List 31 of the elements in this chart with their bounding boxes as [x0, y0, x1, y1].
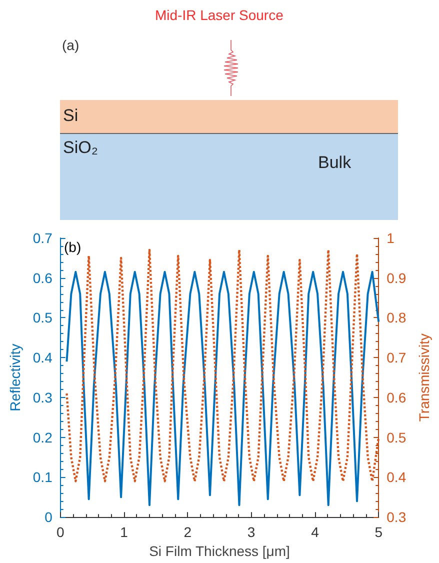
y2-tick-label: 0.3: [386, 509, 406, 526]
y-tick-label: 0.4: [32, 350, 53, 366]
text: Si: [63, 106, 78, 126]
x-tick-label: 5: [374, 524, 383, 540]
y2-tick-label: 0.4: [386, 469, 406, 486]
text: Bulk: [318, 153, 352, 173]
text: (a): [62, 37, 80, 53]
y-tick-label: 0.5: [32, 310, 53, 326]
text: SiO₂: [63, 138, 98, 158]
x-axis-title: Si Film Thickness [μm]: [149, 543, 290, 559]
y2-axis-title: Transmissivity: [416, 333, 432, 422]
y2-tick-label: 0.7: [386, 350, 406, 366]
y-tick-label: 0.3: [32, 389, 53, 406]
y-tick-label: 0.6: [32, 270, 53, 286]
x-tick-label: 4: [311, 524, 320, 540]
x-tick-label: 2: [184, 524, 192, 540]
y-tick-label: 0: [44, 509, 53, 526]
y2-tick-label: 0.6: [386, 389, 406, 406]
annotation: (b): [64, 239, 82, 255]
y-tick-label: 0.2: [32, 429, 53, 446]
x-tick-label: 1: [120, 524, 128, 540]
y-tick-label: 0.7: [32, 230, 53, 246]
y2-tick-label: 0.9: [386, 270, 406, 286]
y2-tick-label: 0.5: [386, 429, 406, 446]
x-tick-label: 0: [56, 524, 64, 540]
y2-tick-label: 1: [386, 230, 395, 246]
x-tick-label: 3: [247, 524, 256, 540]
y2-tick-label: 0.8: [386, 310, 406, 326]
text: Mid-IR Laser Source: [155, 7, 284, 23]
y-axis-title: Reflectivity: [7, 344, 23, 412]
y-tick-label: 0.1: [32, 469, 53, 486]
